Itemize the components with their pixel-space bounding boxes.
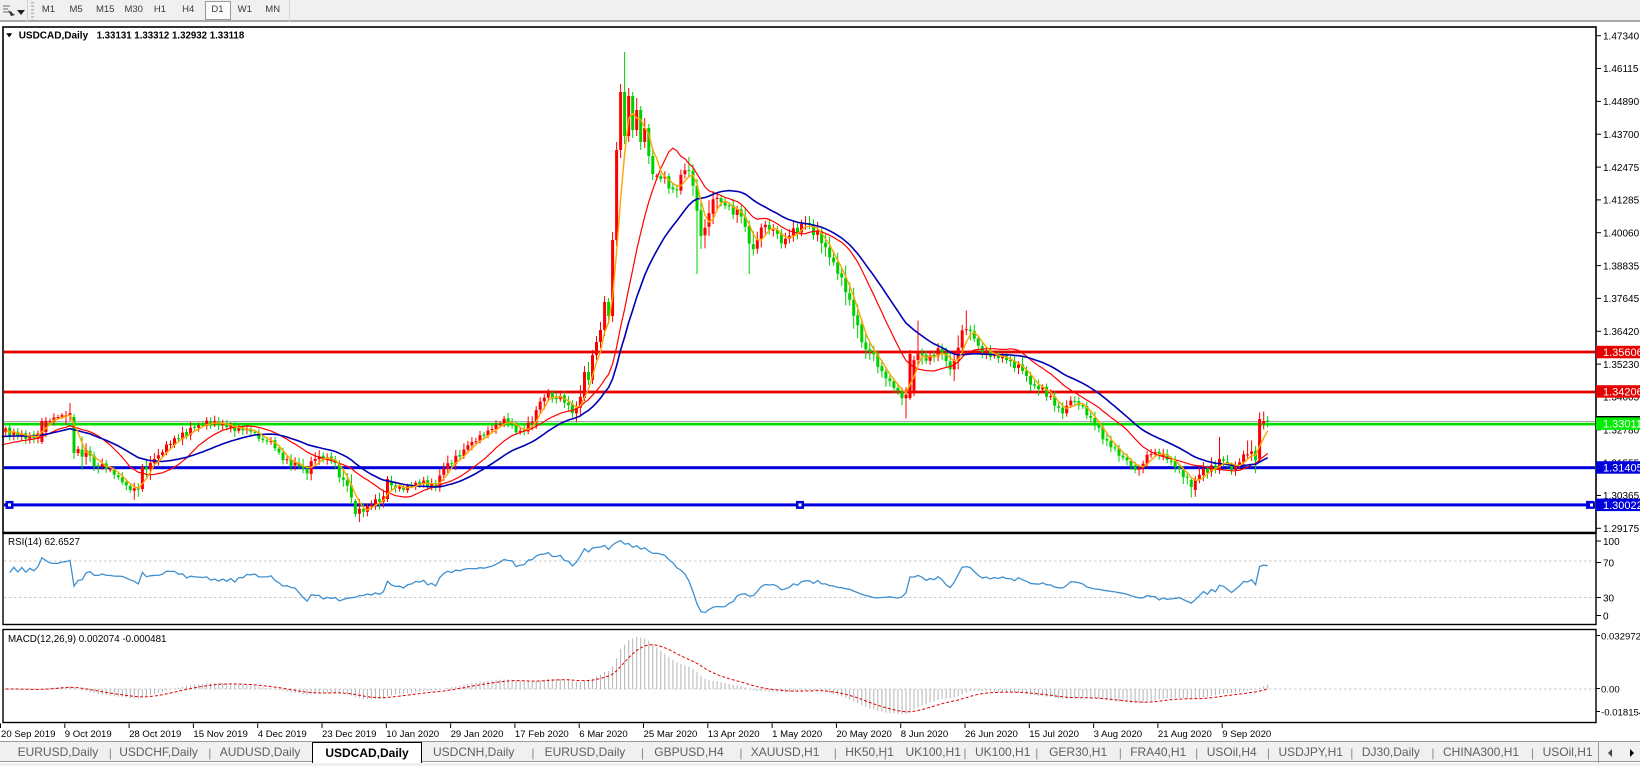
svg-text:1.35230: 1.35230 (1603, 360, 1640, 371)
svg-text:0.00: 0.00 (1601, 685, 1620, 696)
svg-text:1.33131 1.33312 1.32932 1.3311: 1.33131 1.33312 1.32932 1.33118 (97, 31, 245, 42)
svg-text:MACD(12,26,9) 0.002074 -0.0004: MACD(12,26,9) 0.002074 -0.000481 (8, 634, 167, 645)
svg-text:0.032972: 0.032972 (1601, 632, 1640, 643)
svg-text:23 Dec 2019: 23 Dec 2019 (322, 729, 376, 740)
svg-text:17 Feb 2020: 17 Feb 2020 (515, 729, 569, 740)
svg-text:25 Mar 2020: 25 Mar 2020 (644, 729, 698, 740)
svg-text:1.33011: 1.33011 (1603, 419, 1640, 431)
svg-text:1.34206: 1.34206 (1603, 387, 1640, 399)
svg-text:1.38835: 1.38835 (1603, 261, 1640, 272)
svg-text:1.44890: 1.44890 (1603, 97, 1640, 108)
svg-text:15 Nov 2019: 15 Nov 2019 (193, 729, 247, 740)
svg-text:USDCAD,Daily: USDCAD,Daily (19, 31, 89, 42)
svg-text:1.41285: 1.41285 (1603, 196, 1640, 207)
svg-text:3 Aug 2020: 3 Aug 2020 (1094, 729, 1143, 740)
svg-text:1.46115: 1.46115 (1603, 64, 1639, 75)
svg-text:-0.018154: -0.018154 (1601, 708, 1640, 719)
svg-text:1.32780: 1.32780 (1603, 426, 1640, 437)
svg-text:20 Sep 2019: 20 Sep 2019 (1, 729, 55, 740)
svg-text:4 Dec 2019: 4 Dec 2019 (258, 729, 307, 740)
svg-text:100: 100 (1603, 537, 1620, 548)
svg-text:21 Aug 2020: 21 Aug 2020 (1158, 729, 1212, 740)
svg-text:28 Oct 2019: 28 Oct 2019 (129, 729, 181, 740)
svg-text:1.40060: 1.40060 (1603, 228, 1640, 239)
svg-text:1.42475: 1.42475 (1603, 163, 1640, 174)
svg-text:1.31405: 1.31405 (1603, 463, 1640, 475)
svg-text:1.47340: 1.47340 (1603, 31, 1640, 42)
svg-text:10 Jan 2020: 10 Jan 2020 (386, 729, 439, 740)
svg-text:26 Jun 2020: 26 Jun 2020 (965, 729, 1018, 740)
svg-text:1.30022: 1.30022 (1603, 500, 1640, 512)
svg-text:9 Sep 2020: 9 Sep 2020 (1222, 729, 1271, 740)
svg-text:9 Oct 2019: 9 Oct 2019 (65, 729, 112, 740)
svg-text:29 Jan 2020: 29 Jan 2020 (451, 729, 504, 740)
svg-text:1.36420: 1.36420 (1603, 327, 1640, 338)
svg-text:20 May 2020: 20 May 2020 (836, 729, 891, 740)
svg-text:1.29175: 1.29175 (1603, 524, 1640, 535)
svg-text:6 Mar 2020: 6 Mar 2020 (579, 729, 628, 740)
svg-text:1.34005: 1.34005 (1603, 393, 1640, 404)
svg-text:70: 70 (1603, 559, 1615, 570)
svg-text:1.43700: 1.43700 (1603, 130, 1640, 141)
svg-text:0: 0 (1603, 612, 1609, 623)
svg-text:1.35606: 1.35606 (1603, 347, 1640, 359)
svg-text:13 Apr 2020: 13 Apr 2020 (708, 729, 760, 740)
svg-text:15 Jul 2020: 15 Jul 2020 (1029, 729, 1079, 740)
svg-text:30: 30 (1603, 594, 1615, 605)
svg-text:8 Jun 2020: 8 Jun 2020 (901, 729, 948, 740)
svg-text:1.37645: 1.37645 (1603, 294, 1640, 305)
svg-text:1.30365: 1.30365 (1603, 491, 1640, 502)
svg-text:RSI(14) 62.6527: RSI(14) 62.6527 (8, 537, 80, 548)
svg-text:1 May 2020: 1 May 2020 (772, 729, 822, 740)
